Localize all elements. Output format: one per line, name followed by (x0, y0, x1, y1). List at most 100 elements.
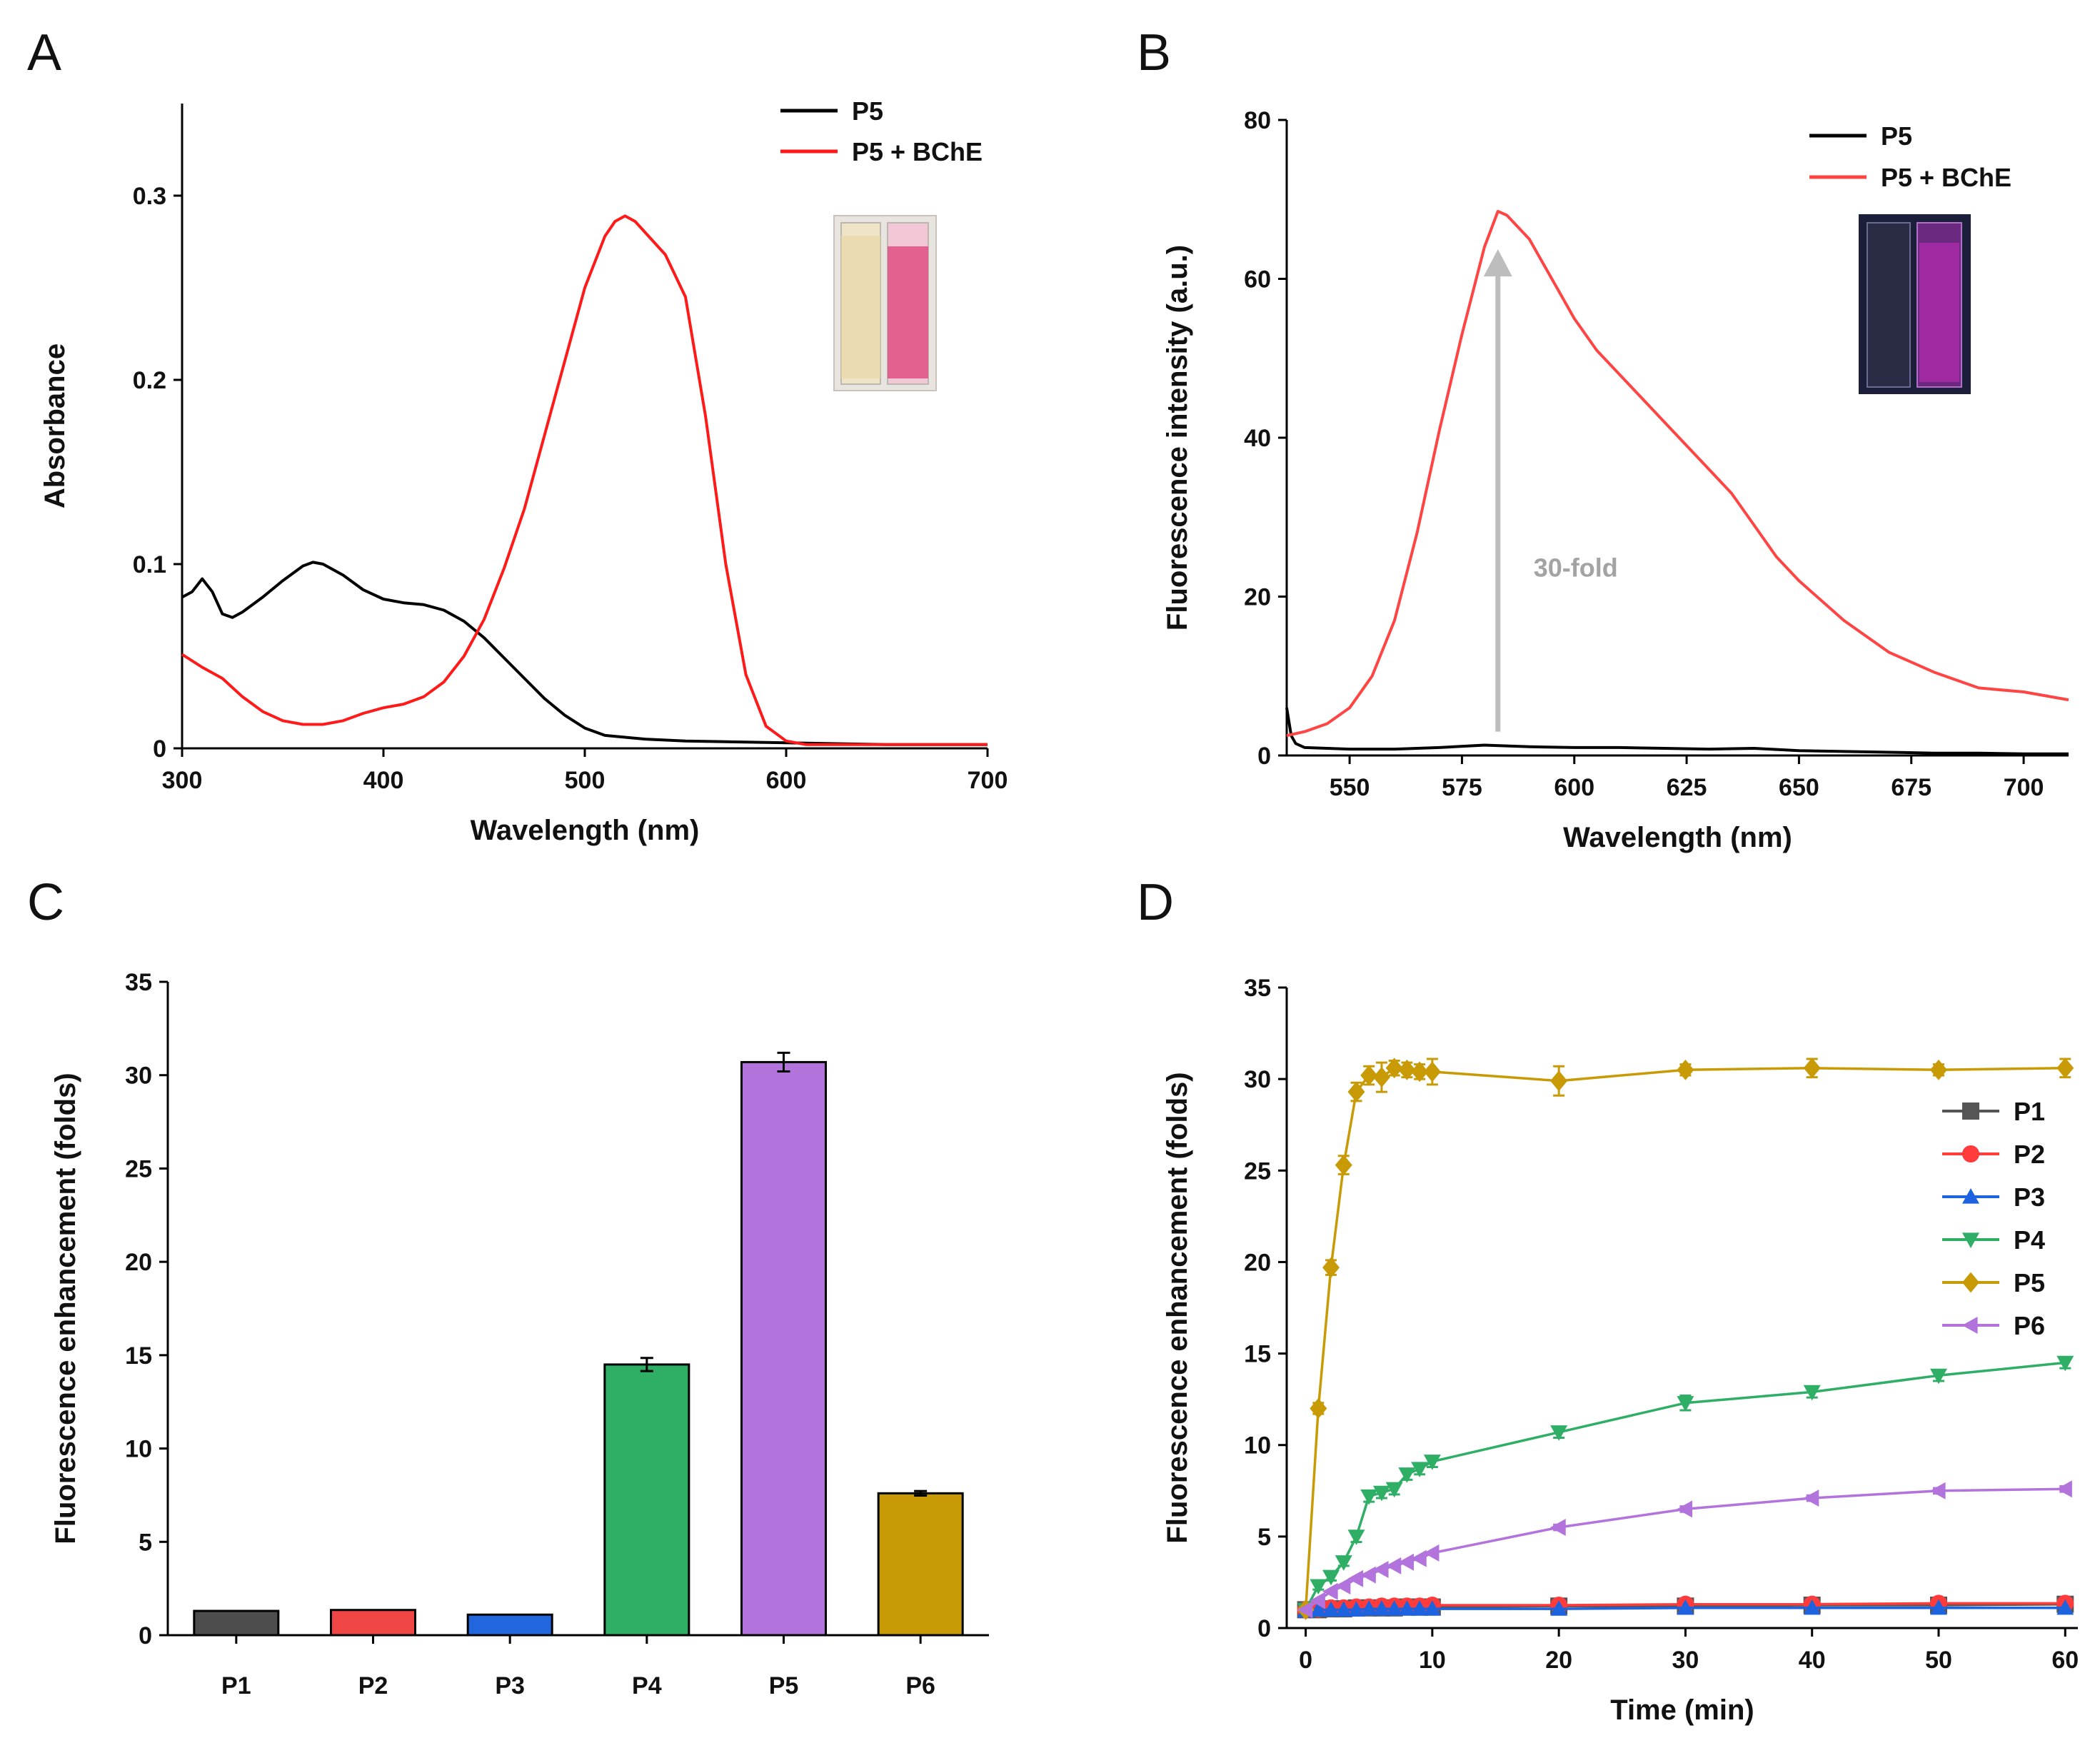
panel-b-y-tick-label: 20 (1244, 584, 1271, 611)
panel-c-x-tick-label: P3 (495, 1672, 525, 1699)
panel-a-x-tick-label: 400 (363, 767, 404, 794)
panel-a-series-line-p5 (181, 561, 988, 746)
panel-letter-d: D (1137, 874, 1174, 931)
panel-d-p4-point (1423, 1455, 1441, 1470)
panel-d-p4-point (1677, 1396, 1694, 1412)
panel-b-inset-cuvette-photo (1859, 214, 1971, 394)
panel-d-time-course-chart: 0 5 10 15 20 25 30 35 0 10 20 30 40 50 60 Time (min) Flu… (1162, 975, 2079, 1726)
panel-d-p6-point (1322, 1582, 1338, 1600)
panel-b-x-tick-label: 550 (1330, 774, 1370, 801)
panel-d-p5-point (1550, 1070, 1568, 1092)
panel-d-legend-marker (1962, 1317, 1978, 1334)
panel-a-y-axis-title: Absorbance (39, 343, 71, 508)
panel-d-p6-point (1550, 1519, 1566, 1537)
panel-a-y-tick-label: 0 (153, 735, 166, 763)
panel-b-y-tick-label: 40 (1244, 425, 1271, 452)
panel-d-p4-point (1322, 1569, 1340, 1586)
panel-b-fluorescence-chart: 0 20 40 60 80 550 575 600 625 650 675 700 Wavelength… (1162, 107, 2069, 853)
panel-b-x-tick-label: 650 (1779, 774, 1819, 801)
panel-d-y-tick-label: 30 (1244, 1066, 1271, 1093)
panel-d-x-tick-label: 40 (1799, 1647, 1826, 1674)
panel-d-p5-point (1385, 1058, 1403, 1079)
panel-b-x-tick-label: 600 (1554, 774, 1594, 801)
panel-b-x-tick-label: 625 (1667, 774, 1707, 801)
panel-d-p4-point (1411, 1462, 1429, 1478)
panel-c-bar-p2 (330, 1609, 416, 1637)
panel-b-x-axis-title: Wavelength (nm) (1563, 822, 1792, 853)
panel-a-legend-label: P5 + BChE (852, 137, 983, 166)
panel-b-inset-magenta-glow (1919, 243, 1959, 382)
panel-d-p4-point (1803, 1385, 1821, 1401)
panel-a-x-axis-title: Wavelength (nm) (471, 815, 700, 846)
panel-c-y-tick-label: 5 (139, 1529, 152, 1556)
panel-d-p4-point (2056, 1355, 2074, 1372)
panel-letter-a: A (27, 24, 61, 81)
panel-d-p3-point (1385, 1600, 1403, 1616)
panel-c-y-tick-label: 25 (125, 1155, 152, 1182)
panel-d-y-axis-title: Fluorescence enhancement (folds) (1162, 1072, 1193, 1543)
panel-b-y-tick-label: 0 (1257, 743, 1271, 770)
panel-letter-b: B (1137, 24, 1171, 81)
panel-a-y-tick-label: 0.2 (133, 367, 166, 394)
panel-c-bar-p1 (193, 1609, 280, 1637)
panel-c-x-tick-label: P2 (358, 1672, 388, 1699)
panel-d-p3-point (1360, 1600, 1378, 1616)
panel-b-series-line-p5 (1285, 707, 2069, 755)
panel-c-y-tick-label: 30 (125, 1063, 152, 1090)
panel-d-series-line-p5 (1304, 1067, 2066, 1610)
panel-c-y-tick-label: 15 (125, 1342, 152, 1370)
panel-d-p6-point (1335, 1577, 1351, 1595)
panel-c-x-tick-label: P6 (905, 1672, 935, 1699)
panel-d-p3-point (1322, 1601, 1340, 1617)
panel-c-x-tick-label: P1 (221, 1672, 251, 1699)
panel-d-legend-marker (1962, 1232, 1979, 1248)
panel-d-p3-point (1335, 1601, 1352, 1617)
panel-b-x-tick-label: 675 (1891, 774, 1931, 801)
panel-d-p6-point (1677, 1500, 1693, 1518)
panel-d-p4-point (1360, 1489, 1378, 1505)
panel-d-p4-point (1347, 1530, 1365, 1545)
panel-c-y-axis-title: Fluorescence enhancement (folds) (50, 1073, 81, 1544)
panel-d-p5-point (1310, 1398, 1327, 1419)
panel-d-p3-point (1411, 1600, 1429, 1616)
panel-c-y-tick-label: 20 (125, 1249, 152, 1276)
panel-d-x-tick-label: 20 (1545, 1647, 1572, 1674)
panel-d-x-tick-label: 30 (1672, 1647, 1699, 1674)
panel-d-p4-point (1335, 1555, 1352, 1571)
panel-d-p4-point (1929, 1368, 1947, 1385)
panel-d-legend-marker (1962, 1272, 1979, 1293)
panel-d-p5-point (1360, 1065, 1378, 1086)
panel-d-p3-point (1372, 1600, 1390, 1616)
panel-b-legend-label: P5 (1881, 121, 1912, 151)
panel-d-y-tick-label: 0 (1257, 1615, 1271, 1642)
panel-d-legend-label: P4 (2014, 1225, 2045, 1255)
panel-c-bar-p3 (466, 1613, 553, 1637)
panel-d-p5-point (1347, 1081, 1365, 1102)
panel-d-p6-point (1929, 1482, 1946, 1500)
panel-d-p5-point (1322, 1257, 1340, 1278)
panel-c-bar-p4 (603, 1363, 690, 1637)
panel-d-p4-point (1372, 1485, 1390, 1502)
panel-d-p6-point (1360, 1566, 1376, 1584)
panel-b-annotation-label: 30-fold (1534, 553, 1618, 583)
panel-a-x-tick-label: 300 (162, 767, 203, 794)
panel-d-p3-point (1929, 1599, 1947, 1615)
panel-a-absorbance-chart: 0 0.1 0.2 0.3 300 400 500 600 700 Wavelength (nm)… (39, 96, 1008, 846)
panel-d-legend-label: P2 (2014, 1140, 2045, 1169)
panel-d-p6-point (1411, 1549, 1427, 1567)
panel-c-x-tick-label: P5 (769, 1672, 799, 1699)
panel-d-p5-point (1335, 1155, 1352, 1175)
panel-d-legend-marker (1962, 1102, 1979, 1120)
panel-a-inset-cuvette-photo (833, 215, 937, 391)
panel-a-legend-label: P5 (852, 96, 883, 126)
panel-d-series-line-p3 (1305, 1607, 2066, 1612)
panel-d-y-tick-label: 15 (1244, 1341, 1271, 1368)
panel-d-p6-point (1310, 1592, 1325, 1609)
panel-d-x-axis-title: Time (min) (1610, 1694, 1754, 1726)
panel-c-bar-chart: 0 5 10 15 20 25 30 35 Fluorescence enhancement (… (50, 969, 989, 1699)
panel-d-p4-point (1398, 1467, 1416, 1483)
panel-d-p3-point (1550, 1600, 1568, 1616)
panel-d-p3-point (2056, 1599, 2074, 1615)
panel-d-p5-point (1423, 1061, 1441, 1083)
